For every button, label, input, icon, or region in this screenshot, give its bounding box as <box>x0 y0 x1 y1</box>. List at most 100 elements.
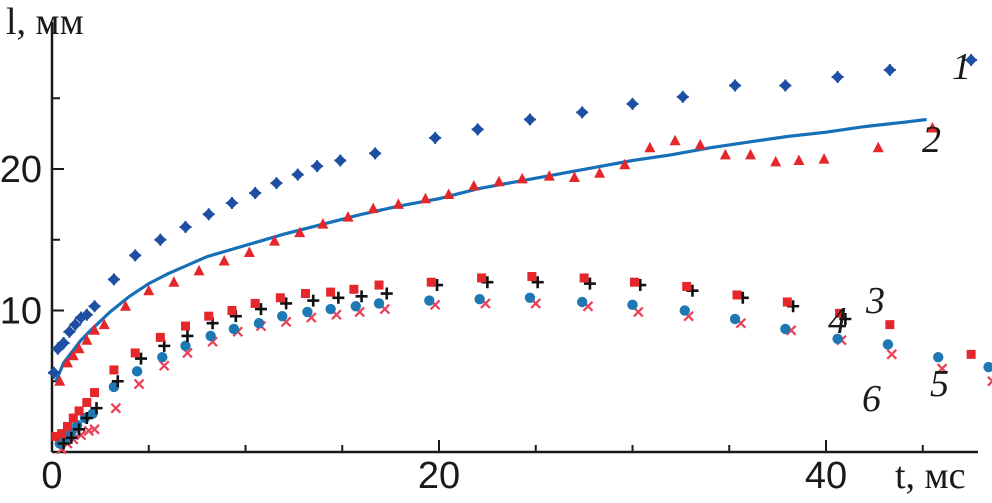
data-point <box>966 349 976 359</box>
data-point <box>679 305 690 316</box>
data-point <box>468 179 480 191</box>
point-triangle <box>61 356 73 368</box>
point-cross <box>202 208 215 221</box>
data-point <box>732 290 742 300</box>
point-triangle <box>926 121 938 133</box>
point-square <box>349 284 359 294</box>
point-triangle <box>143 284 155 296</box>
point-square <box>82 397 92 407</box>
point-x <box>936 363 948 374</box>
point-plus <box>135 352 148 365</box>
data-point <box>782 297 792 307</box>
data-point <box>682 281 692 291</box>
data-point <box>380 287 393 300</box>
data-point <box>302 306 313 318</box>
point-plus <box>111 375 124 388</box>
point-cross <box>69 318 82 331</box>
data-point <box>882 339 894 350</box>
point-circle <box>157 351 168 363</box>
data-point <box>81 334 93 345</box>
point-cross <box>291 168 304 181</box>
data-point <box>471 123 484 136</box>
point-triangle <box>644 141 656 153</box>
point-plus <box>332 291 345 304</box>
data-point <box>130 348 140 358</box>
data-point <box>249 187 262 200</box>
data-point <box>493 175 505 187</box>
point-cross <box>471 123 484 136</box>
point-square <box>527 272 537 282</box>
data-point <box>579 273 589 283</box>
data-point <box>426 277 436 287</box>
data-point <box>202 208 215 221</box>
point-plus <box>254 303 267 316</box>
data-point <box>133 378 145 390</box>
point-triangle <box>594 167 606 178</box>
data-point <box>254 303 267 316</box>
data-point <box>987 375 992 387</box>
data-point <box>253 318 265 329</box>
data-point <box>204 311 214 321</box>
point-cross <box>676 90 689 103</box>
data-point <box>54 375 66 386</box>
data-point <box>524 292 536 303</box>
point-x <box>110 402 122 414</box>
point-square <box>835 308 845 318</box>
data-point <box>332 291 345 304</box>
data-point <box>745 148 757 160</box>
point-cross <box>249 187 262 200</box>
point-triangle <box>719 148 731 160</box>
data-point <box>644 141 656 153</box>
data-point <box>818 153 830 164</box>
point-circle <box>205 330 216 342</box>
series-2 <box>54 121 938 386</box>
data-point <box>135 352 148 365</box>
data-point <box>373 298 385 309</box>
data-point <box>250 298 260 308</box>
series-label-5: 5 <box>930 363 949 405</box>
data-point <box>225 196 238 209</box>
data-point <box>57 437 70 450</box>
data-point <box>424 295 435 306</box>
data-point <box>154 233 167 246</box>
data-point <box>111 375 124 388</box>
data-point <box>429 131 442 144</box>
point-triangle <box>168 276 180 287</box>
data-point <box>89 424 100 435</box>
data-point <box>793 154 805 166</box>
point-plus <box>531 276 544 289</box>
data-point <box>168 276 180 287</box>
data-point <box>179 221 192 234</box>
point-triangle <box>770 155 782 167</box>
point-square <box>477 273 487 283</box>
point-circle <box>832 333 843 344</box>
point-triangle <box>419 192 431 204</box>
point-square <box>109 365 119 375</box>
point-square <box>682 281 692 291</box>
point-square <box>74 406 84 416</box>
point-triangle <box>694 138 706 150</box>
point-circle <box>302 306 313 318</box>
data-point <box>62 422 72 432</box>
point-square <box>426 277 436 287</box>
data-point <box>669 134 681 146</box>
point-cross <box>369 147 382 160</box>
point-circle <box>180 340 191 352</box>
data-point <box>933 351 944 363</box>
data-point <box>694 138 706 150</box>
point-cross <box>51 342 64 355</box>
data-point <box>65 431 78 444</box>
data-point <box>936 363 948 374</box>
point-triangle <box>98 318 110 330</box>
point-cross <box>80 308 93 321</box>
data-point <box>342 211 354 222</box>
point-square <box>782 297 792 307</box>
data-point <box>155 332 165 342</box>
point-triangle <box>468 179 480 191</box>
data-point <box>419 192 431 204</box>
point-plus <box>90 402 103 415</box>
data-point <box>270 177 283 190</box>
data-point <box>180 340 191 352</box>
point-cross <box>270 177 283 190</box>
point-plus <box>65 431 78 444</box>
